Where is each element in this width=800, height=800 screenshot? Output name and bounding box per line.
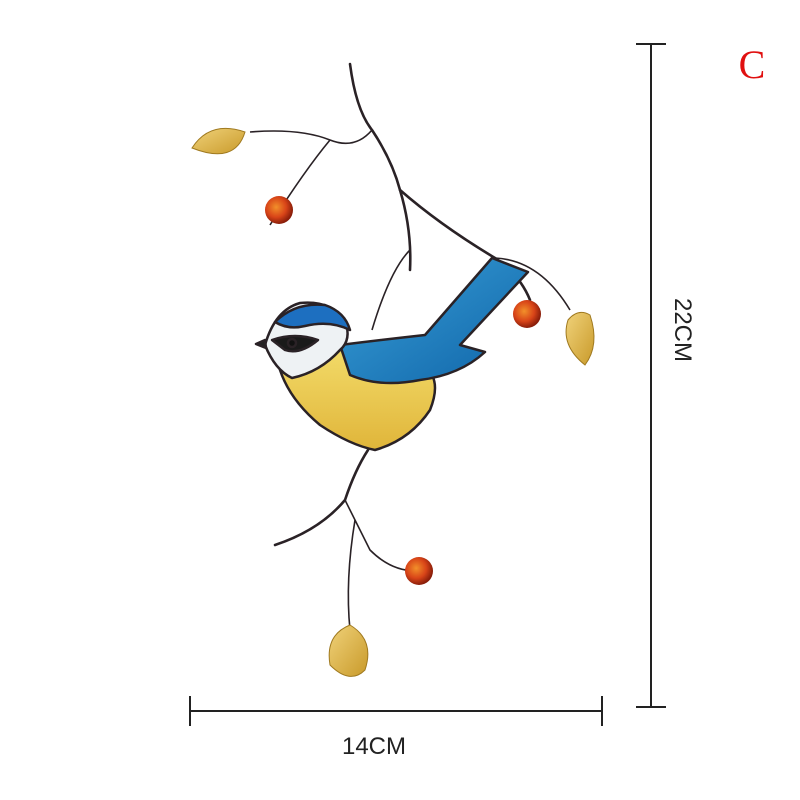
height-dimension: [636, 43, 666, 708]
berries: [265, 196, 541, 585]
height-label: 22CM: [669, 298, 696, 362]
bird: [254, 256, 530, 452]
leaves: [191, 127, 595, 677]
variant-label: C: [739, 42, 766, 87]
width-label: 14CM: [342, 733, 406, 760]
width-dimension: [189, 696, 603, 726]
